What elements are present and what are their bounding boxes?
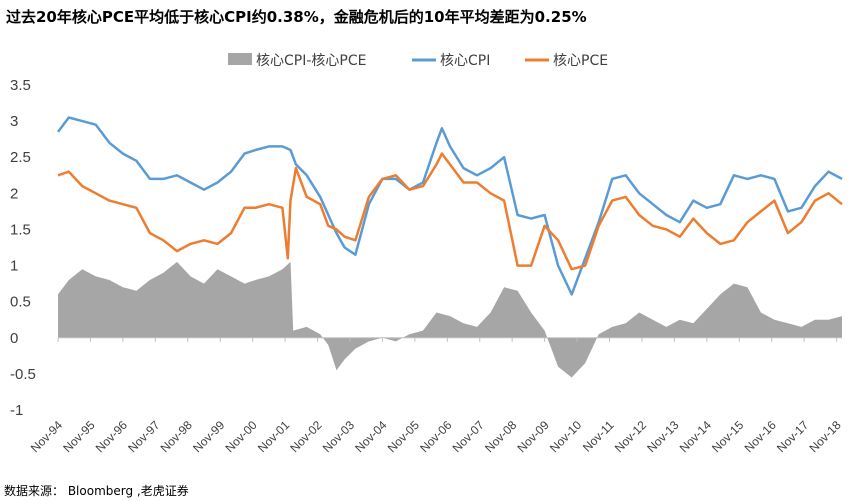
x-tick-label: Nov-14 bbox=[677, 418, 714, 455]
legend-label: 核心CPI-核心PCE bbox=[256, 53, 366, 69]
y-tick-label: 3.5 bbox=[10, 77, 31, 94]
legend-swatch-diff bbox=[228, 53, 252, 65]
x-tick-label: Nov-17 bbox=[774, 418, 811, 455]
y-tick-label: 1 bbox=[10, 258, 18, 275]
x-tick-label: Nov-01 bbox=[255, 418, 292, 455]
x-tick-label: Nov-11 bbox=[580, 418, 617, 455]
x-tick-label: Nov-97 bbox=[125, 418, 162, 455]
legend: 核心CPI-核心PCE 核心CPI 核心PCE bbox=[228, 53, 608, 69]
x-tick-label: Nov-95 bbox=[60, 418, 97, 455]
plot-area bbox=[57, 116, 843, 378]
legend-label: 核心PCE bbox=[553, 53, 608, 69]
x-tick-label: Nov-00 bbox=[223, 418, 260, 455]
x-tick-label: Nov-03 bbox=[320, 418, 357, 455]
y-tick-label: 0 bbox=[10, 330, 18, 347]
x-axis: Nov-94Nov-95Nov-96Nov-97Nov-98Nov-99Nov-… bbox=[28, 337, 844, 455]
data-source-note: 数据来源： Bloomberg ,老虎证券 bbox=[4, 484, 189, 498]
y-tick-label: 2 bbox=[10, 185, 18, 202]
y-tick-label: 2.5 bbox=[10, 149, 31, 166]
y-axis: 3.5 3 2.5 2 1.5 1 0.5 0 -0.5 -1 bbox=[10, 77, 36, 419]
chart-title: 过去20年核心PCE平均低于核心CPI约0.38%，金融危机后的10年平均差距为… bbox=[6, 8, 587, 26]
legend-label: 核心CPI bbox=[440, 53, 490, 69]
series-area-cpi-minus-pce bbox=[58, 261, 842, 378]
x-tick-label: Nov-15 bbox=[709, 418, 746, 455]
y-tick-label: 3 bbox=[10, 113, 18, 130]
y-tick-label: -0.5 bbox=[10, 366, 36, 383]
x-tick-label: Nov-94 bbox=[28, 418, 65, 455]
series-line-core-cpi bbox=[57, 116, 843, 296]
x-tick-label: Nov-04 bbox=[352, 418, 389, 455]
y-tick-label: 0.5 bbox=[10, 294, 31, 311]
y-tick-label: 1.5 bbox=[10, 221, 31, 238]
x-tick-label: Nov-02 bbox=[287, 418, 324, 455]
x-tick-label: Nov-13 bbox=[644, 418, 681, 455]
x-tick-label: Nov-05 bbox=[385, 418, 422, 455]
x-tick-label: Nov-99 bbox=[190, 418, 227, 455]
x-tick-label: Nov-10 bbox=[547, 418, 584, 455]
x-tick-label: Nov-96 bbox=[93, 418, 130, 455]
x-tick-label: Nov-18 bbox=[806, 418, 843, 455]
x-tick-label: Nov-98 bbox=[158, 418, 195, 455]
y-tick-label: -1 bbox=[10, 402, 23, 419]
x-tick-label: Nov-16 bbox=[742, 418, 779, 455]
series-line-core-pce bbox=[57, 152, 843, 271]
x-tick-label: Nov-12 bbox=[612, 418, 649, 455]
x-tick-label: Nov-08 bbox=[482, 418, 519, 455]
x-tick-label: Nov-07 bbox=[450, 418, 487, 455]
x-tick-label: Nov-09 bbox=[514, 418, 551, 455]
x-tick-label: Nov-06 bbox=[417, 418, 454, 455]
